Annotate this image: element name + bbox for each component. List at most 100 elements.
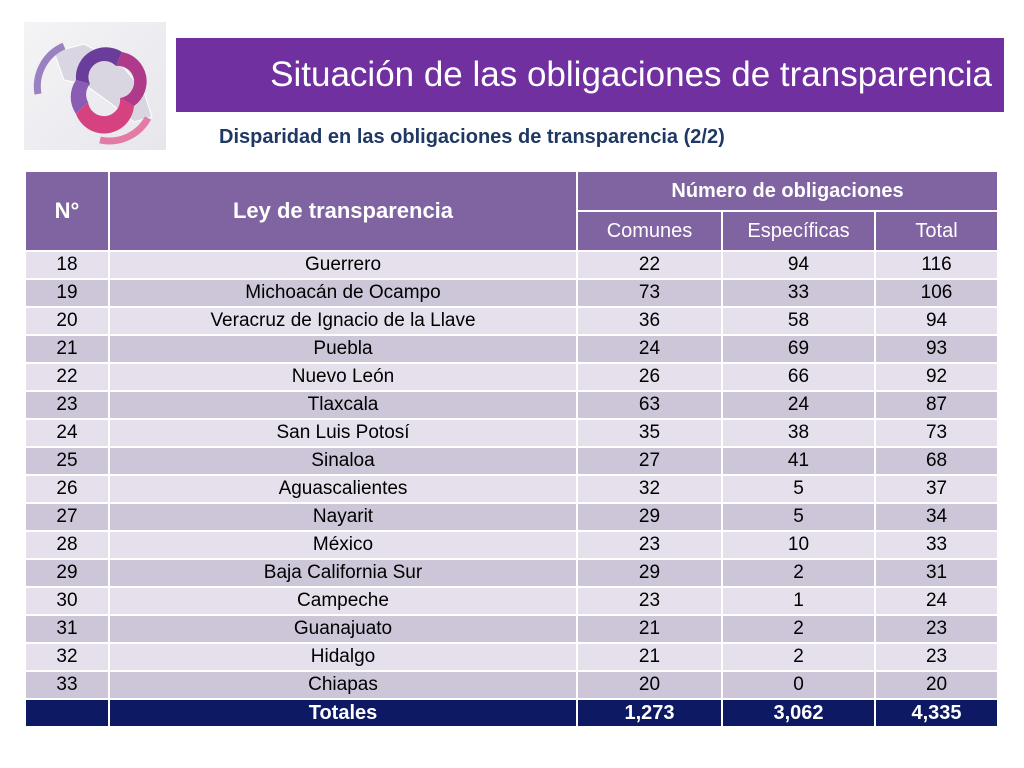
row-specific: 2 — [721, 558, 876, 588]
row-total: 94 — [873, 306, 1000, 336]
row-number: 19 — [24, 278, 110, 308]
row-common: 27 — [576, 446, 723, 476]
row-state-law: Campeche — [108, 586, 578, 616]
row-state-law: Guerrero — [108, 250, 578, 280]
row-specific: 58 — [721, 306, 876, 336]
row-state-law: Nayarit — [108, 502, 578, 532]
row-number: 31 — [24, 614, 110, 644]
totals-empty-cell — [24, 698, 110, 728]
totals-common: 1,273 — [576, 698, 723, 728]
row-specific: 24 — [721, 390, 876, 420]
row-number: 18 — [24, 250, 110, 280]
row-common: 21 — [576, 614, 723, 644]
row-total: 92 — [873, 362, 1000, 392]
totals-label: Totales — [108, 698, 578, 728]
row-common: 23 — [576, 586, 723, 616]
row-state-law: Tlaxcala — [108, 390, 578, 420]
row-common: 35 — [576, 418, 723, 448]
row-total: 106 — [873, 278, 1000, 308]
row-number: 29 — [24, 558, 110, 588]
table-row: 21 Puebla 24 69 93 — [24, 334, 1000, 364]
table-row: 24 San Luis Potosí 35 38 73 — [24, 418, 1000, 448]
row-common: 21 — [576, 642, 723, 672]
transparency-institute-logo-icon — [33, 42, 153, 145]
row-state-law: Aguascalientes — [108, 474, 578, 504]
row-specific: 66 — [721, 362, 876, 392]
row-common: 22 — [576, 250, 723, 280]
row-specific: 69 — [721, 334, 876, 364]
table-row: 33 Chiapas 20 0 20 — [24, 670, 1000, 700]
table-row: 31 Guanajuato 21 2 23 — [24, 614, 1000, 644]
table-row: 32 Hidalgo 21 2 23 — [24, 642, 1000, 672]
row-total: 73 — [873, 418, 1000, 448]
obligations-table: N° Ley de transparencia Número de obliga… — [24, 170, 1000, 728]
row-common: 23 — [576, 530, 723, 560]
page-subtitle: Disparidad en las obligaciones de transp… — [219, 126, 725, 148]
row-number: 33 — [24, 670, 110, 700]
row-specific: 2 — [721, 642, 876, 672]
row-state-law: Chiapas — [108, 670, 578, 700]
row-total: 116 — [873, 250, 1000, 280]
table-row: 26 Aguascalientes 32 5 37 — [24, 474, 1000, 504]
row-common: 73 — [576, 278, 723, 308]
row-total: 23 — [873, 642, 1000, 672]
row-common: 29 — [576, 558, 723, 588]
row-state-law: San Luis Potosí — [108, 418, 578, 448]
table-row: 30 Campeche 23 1 24 — [24, 586, 1000, 616]
row-number: 22 — [24, 362, 110, 392]
table-row: 27 Nayarit 29 5 34 — [24, 502, 1000, 532]
row-total: 23 — [873, 614, 1000, 644]
table-row: 23 Tlaxcala 63 24 87 — [24, 390, 1000, 420]
row-common: 24 — [576, 334, 723, 364]
row-specific: 2 — [721, 614, 876, 644]
table-row: 22 Nuevo León 26 66 92 — [24, 362, 1000, 392]
row-number: 28 — [24, 530, 110, 560]
table-row: 25 Sinaloa 27 41 68 — [24, 446, 1000, 476]
row-specific: 5 — [721, 502, 876, 532]
row-specific: 38 — [721, 418, 876, 448]
row-specific: 1 — [721, 586, 876, 616]
row-number: 26 — [24, 474, 110, 504]
table-row: 18 Guerrero 22 94 116 — [24, 250, 1000, 280]
row-state-law: Puebla — [108, 334, 578, 364]
totals-total: 4,335 — [873, 698, 1000, 728]
row-specific: 10 — [721, 530, 876, 560]
table-body: 18 Guerrero 22 94 116 19 Michoacán de Ocampo 73… — [24, 250, 1000, 700]
row-total: 31 — [873, 558, 1000, 588]
row-total: 37 — [873, 474, 1000, 504]
institution-logo — [24, 22, 166, 150]
row-common: 20 — [576, 670, 723, 700]
column-header-total: Total — [873, 210, 1000, 252]
row-state-law: Nuevo León — [108, 362, 578, 392]
column-group-obligations: Número de obligaciones — [575, 170, 1000, 212]
row-total: 33 — [873, 530, 1000, 560]
table-row: 29 Baja California Sur 29 2 31 — [24, 558, 1000, 588]
table-row: 20 Veracruz de Ignacio de la Llave 36 58 94 — [24, 306, 1000, 336]
row-number: 23 — [24, 390, 110, 420]
column-header-number: N° — [24, 170, 110, 252]
row-number: 32 — [24, 642, 110, 672]
table-row: 28 México 23 10 33 — [24, 530, 1000, 560]
row-common: 32 — [576, 474, 723, 504]
title-bar: Situación de las obligaciones de transpa… — [176, 38, 1004, 112]
row-number: 25 — [24, 446, 110, 476]
row-total: 93 — [873, 334, 1000, 364]
row-state-law: Michoacán de Ocampo — [108, 278, 578, 308]
row-state-law: Baja California Sur — [108, 558, 578, 588]
column-header-law: Ley de transparencia — [108, 170, 578, 252]
row-number: 21 — [24, 334, 110, 364]
row-state-law: México — [108, 530, 578, 560]
column-header-common: Comunes — [576, 210, 723, 252]
totals-specific: 3,062 — [721, 698, 876, 728]
row-number: 20 — [24, 306, 110, 336]
row-specific: 94 — [721, 250, 876, 280]
row-specific: 33 — [721, 278, 876, 308]
totals-row: Totales 1,273 3,062 4,335 — [24, 698, 1000, 728]
row-number: 27 — [24, 502, 110, 532]
row-total: 20 — [873, 670, 1000, 700]
row-common: 29 — [576, 502, 723, 532]
row-total: 24 — [873, 586, 1000, 616]
row-state-law: Hidalgo — [108, 642, 578, 672]
table-row: 19 Michoacán de Ocampo 73 33 106 — [24, 278, 1000, 308]
row-common: 63 — [576, 390, 723, 420]
